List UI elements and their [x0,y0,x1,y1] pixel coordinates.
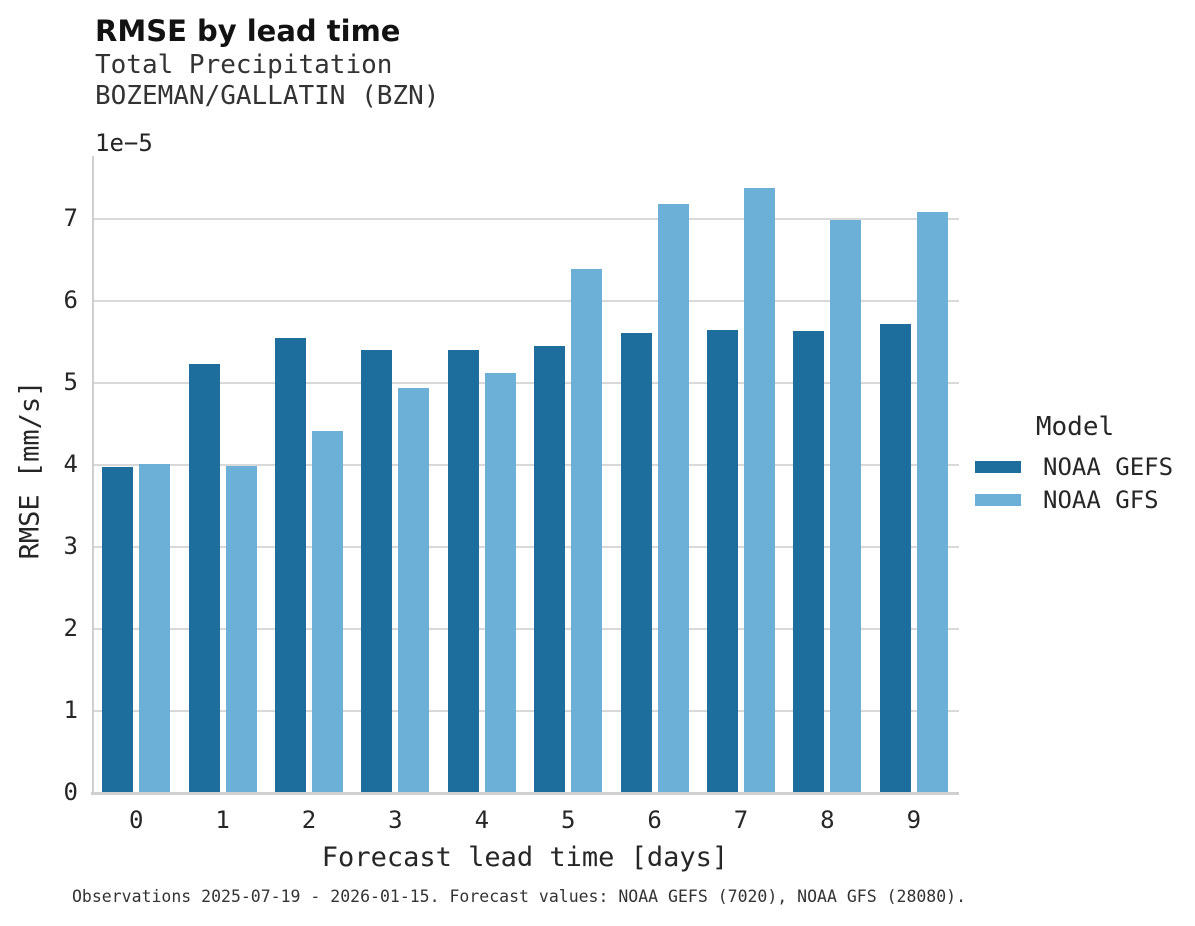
bar-noaa-gfs-day-2 [312,431,343,793]
y-tick-label-5: 5 [63,367,78,396]
legend-swatch-icon [975,461,1021,473]
gridline-y-2 [93,628,959,630]
legend-label: NOAA GFS [1043,486,1159,514]
x-tick-label-6: 6 [647,806,662,834]
x-tick-label-5: 5 [560,806,576,834]
bar-noaa-gefs-day-3 [361,350,393,793]
y-tick-label-7: 7 [63,203,78,232]
bar-noaa-gfs-day-0 [139,464,171,793]
gridline-y-1 [93,710,959,712]
x-tick-label-3: 3 [388,806,403,834]
bar-noaa-gefs-day-4 [447,350,479,793]
legend-label: NOAA GEFS [1043,453,1174,481]
y-axis-offset-text: 1e−5 [95,129,153,157]
x-axis-label: Forecast lead time [days] [321,842,729,873]
bar-noaa-gefs-day-9 [879,323,911,793]
y-axis-spine [92,156,94,794]
subtitle-line-1: Total Precipitation [95,50,393,80]
x-tick-label-1: 1 [215,806,230,834]
legend-entry-noaa-gfs: NOAA GFS [975,486,1175,514]
legend-entry-noaa-gefs: NOAA GEFS [975,453,1175,481]
bar-noaa-gfs-day-9 [916,211,948,793]
bar-noaa-gefs-day-6 [620,332,652,793]
bar-noaa-gefs-day-2 [275,337,306,793]
x-tick-label-2: 2 [301,806,317,834]
y-tick-label-4: 4 [63,449,78,478]
bar-noaa-gfs-day-6 [657,204,689,793]
gridline-y-4 [93,464,959,466]
legend-entries: NOAA GEFS NOAA GFS [975,453,1175,514]
x-tick-label-0: 0 [128,806,144,834]
figure-caption: Observations 2025-07-19 - 2026-01-15. Fo… [72,887,967,906]
chart-title: RMSE by lead time [95,14,401,48]
subtitle-line-2: BOZEMAN/GALLATIN (BZN) [95,81,440,111]
x-tick-label-9: 9 [906,806,922,834]
y-tick-label-3: 3 [63,531,78,560]
bar-noaa-gfs-day-4 [484,373,516,793]
bar-noaa-gefs-day-8 [793,331,825,793]
bar-noaa-gfs-day-3 [398,387,430,793]
legend: Model NOAA GEFS NOAA GFS [975,412,1175,521]
bar-noaa-gefs-day-5 [534,346,566,793]
bar-noaa-gefs-day-7 [707,329,738,793]
y-tick-label-0: 0 [63,777,78,806]
x-tick-label-8: 8 [820,806,835,834]
gridline-y-6 [93,300,959,302]
gridline-y-7 [93,218,959,220]
bar-noaa-gfs-day-5 [571,269,603,793]
legend-title: Model [1035,412,1115,442]
x-tick-label-4: 4 [474,806,490,834]
bar-noaa-gfs-day-1 [225,465,257,793]
y-tick-label-6: 6 [63,285,78,314]
gridline-y-3 [93,546,959,548]
bar-noaa-gfs-day-8 [830,219,862,793]
x-axis-spine [91,792,959,795]
gridline-y-5 [93,382,959,384]
y-tick-label-2: 2 [63,613,78,642]
legend-swatch-icon [975,494,1021,506]
chart-subtitle: Total Precipitation BOZEMAN/GALLATIN (BZN… [95,50,439,112]
bar-noaa-gefs-day-0 [102,467,134,793]
bar-noaa-gfs-day-7 [744,187,775,793]
bar-noaa-gefs-day-1 [188,364,220,793]
x-tick-label-7: 7 [733,806,749,834]
y-tick-label-1: 1 [63,695,78,724]
